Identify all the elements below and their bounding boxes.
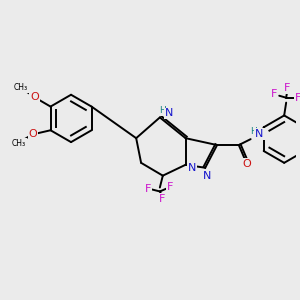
Text: F: F <box>159 194 165 204</box>
Text: F: F <box>295 93 300 103</box>
Text: O: O <box>242 159 251 169</box>
Text: F: F <box>271 89 278 99</box>
Text: CH₃: CH₃ <box>12 139 26 148</box>
Text: O: O <box>30 92 39 102</box>
Text: O: O <box>28 129 37 139</box>
Text: N: N <box>188 163 196 173</box>
Text: H: H <box>159 106 166 115</box>
Text: N: N <box>203 171 212 181</box>
Text: H: H <box>250 127 257 136</box>
Text: F: F <box>167 182 173 191</box>
Text: N: N <box>255 129 264 139</box>
Text: F: F <box>284 83 290 93</box>
Text: F: F <box>145 184 151 194</box>
Text: N: N <box>164 109 173 118</box>
Text: CH₃: CH₃ <box>14 83 28 92</box>
